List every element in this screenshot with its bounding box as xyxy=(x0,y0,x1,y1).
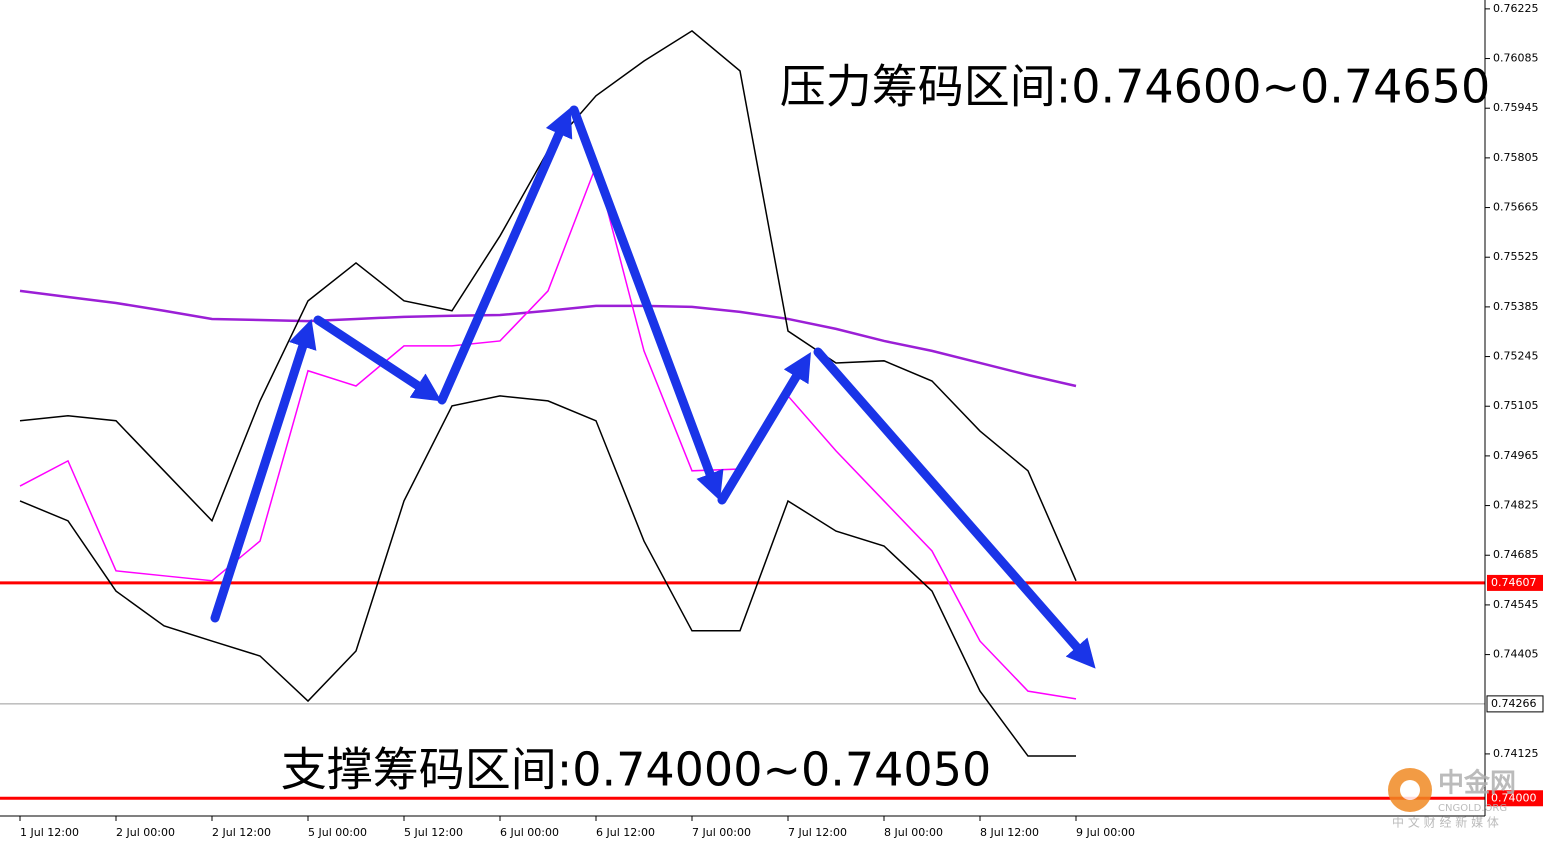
y-tick-label: 0.74825 xyxy=(1493,499,1539,512)
y-tick-label: 0.75245 xyxy=(1493,350,1539,363)
series-line xyxy=(19,163,1077,700)
x-tick-label: 2 Jul 00:00 xyxy=(116,826,175,839)
x-tick-label: 9 Jul 00:00 xyxy=(1076,826,1135,839)
x-tick-label: 8 Jul 00:00 xyxy=(884,826,943,839)
y-tick-label: 0.75385 xyxy=(1493,300,1539,313)
y-tick-label: 0.74405 xyxy=(1493,648,1539,661)
annotation: 压力筹码区间:0.74600~0.74650 xyxy=(780,60,1490,114)
x-tick-label: 7 Jul 12:00 xyxy=(788,826,847,839)
annotation: 支撑筹码区间:0.74000~0.74050 xyxy=(281,743,991,797)
x-tick-label: 5 Jul 12:00 xyxy=(404,826,463,839)
x-tick-label: 2 Jul 12:00 xyxy=(212,826,271,839)
x-tick-label: 7 Jul 00:00 xyxy=(692,826,751,839)
y-tick-label: 0.74685 xyxy=(1493,548,1539,561)
price-tag xyxy=(1487,574,1543,591)
watermark-site: CNGOLD.ORG xyxy=(1438,803,1507,814)
price-tag-label: 0.74266 xyxy=(1491,697,1537,710)
logo-inner xyxy=(1400,780,1420,800)
y-tick-label: 0.76225 xyxy=(1493,2,1539,15)
price-tag xyxy=(1487,790,1543,807)
series-line xyxy=(19,289,1077,388)
watermark-slogan: 中 文 财 经 新 媒 体 xyxy=(1392,815,1499,830)
y-tick-label: 0.75945 xyxy=(1493,101,1539,114)
price-tag-label: 0.74607 xyxy=(1491,576,1537,589)
y-tick-label: 0.74545 xyxy=(1493,598,1539,611)
x-tick-label: 8 Jul 12:00 xyxy=(980,826,1039,839)
y-tick-label: 0.75805 xyxy=(1493,151,1539,164)
y-tick-label: 0.76085 xyxy=(1493,52,1539,65)
watermark: 中金网 CNGOLD.ORG 中 文 财 经 新 媒 体 xyxy=(1388,768,1516,830)
price-tag xyxy=(1486,695,1544,713)
x-tick-label: 6 Jul 00:00 xyxy=(500,826,559,839)
x-tick-label: 1 Jul 12:00 xyxy=(20,826,79,839)
watermark-brand: 中金网 xyxy=(1438,768,1516,799)
y-tick-label: 0.74125 xyxy=(1493,747,1539,760)
trend-arrows xyxy=(210,105,1096,669)
y-tick-label: 0.75525 xyxy=(1493,250,1539,263)
y-tick-label: 0.74965 xyxy=(1493,449,1539,462)
y-tick-label: 0.75105 xyxy=(1493,399,1539,412)
x-tick-label: 6 Jul 12:00 xyxy=(596,826,655,839)
y-tick-label: 0.75665 xyxy=(1493,201,1539,214)
series-line xyxy=(19,395,1076,757)
price-tag-label: 0.74000 xyxy=(1491,791,1537,804)
x-tick-label: 5 Jul 00:00 xyxy=(308,826,367,839)
